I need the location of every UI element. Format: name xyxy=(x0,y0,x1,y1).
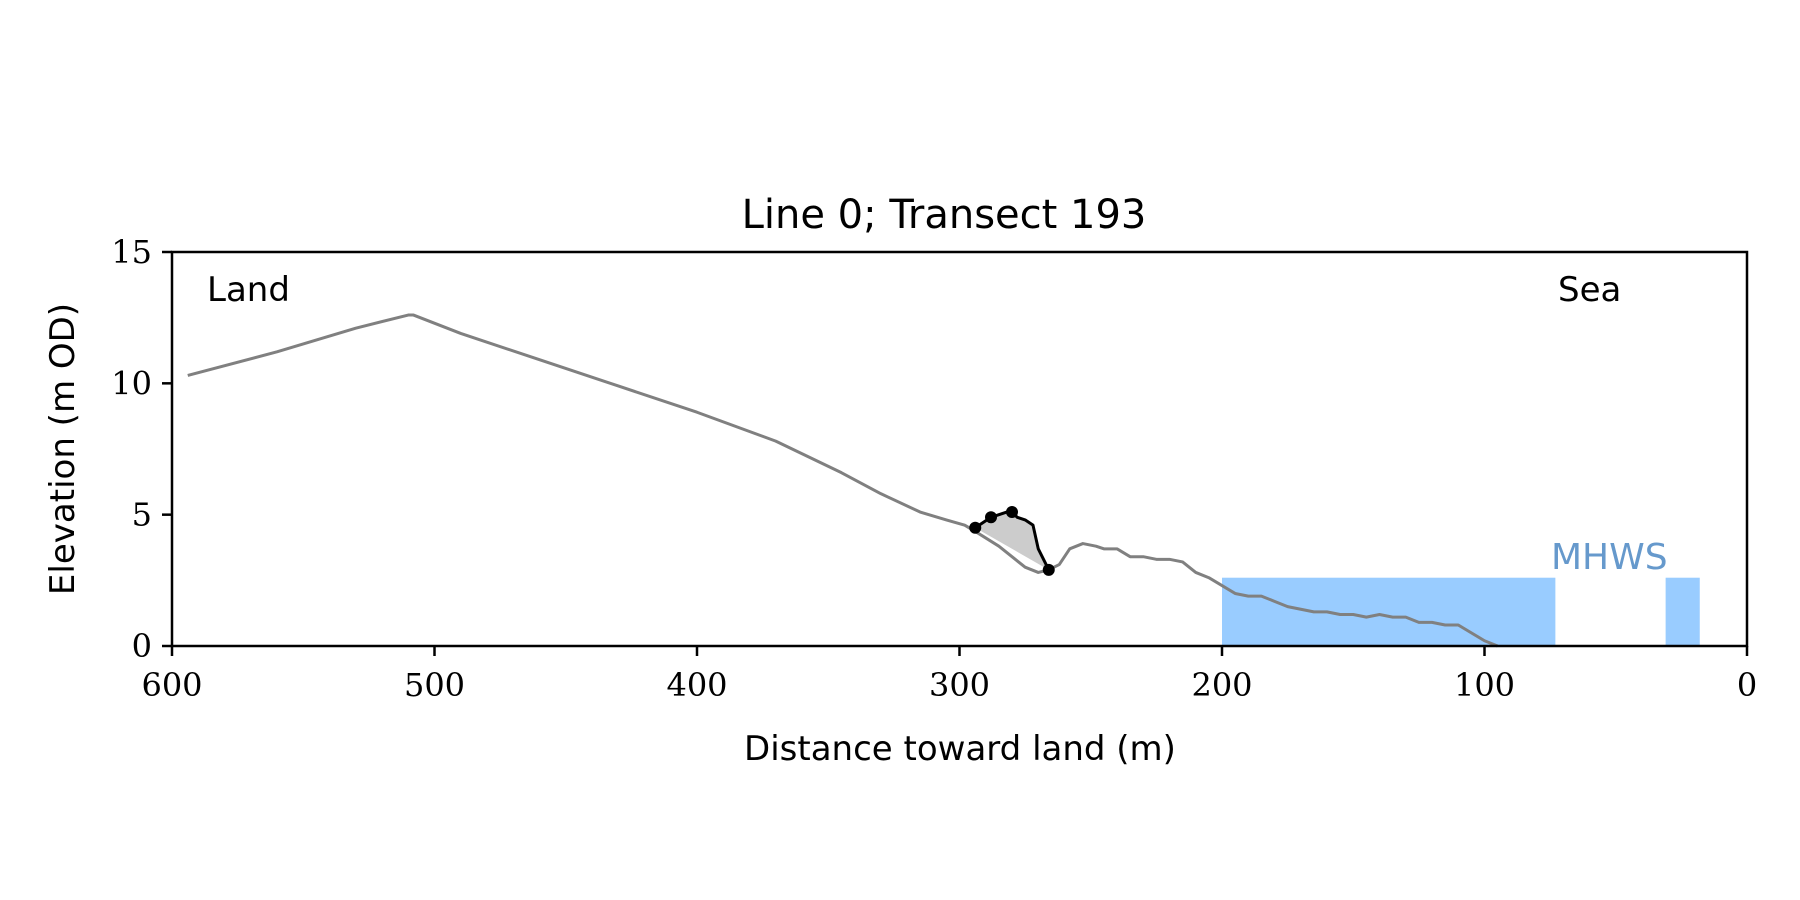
water-region-1 xyxy=(1665,577,1700,646)
y-tick-label: 0 xyxy=(132,627,152,665)
x-tick-label: 500 xyxy=(404,666,465,704)
profile-line xyxy=(187,313,1499,648)
x-tick-label: 200 xyxy=(1191,666,1252,704)
water-regions xyxy=(1222,577,1700,646)
x-axis-label: Distance toward land (m) xyxy=(744,729,1176,769)
y-tick-label: 5 xyxy=(132,496,152,534)
x-tick-label: 400 xyxy=(666,666,727,704)
feature-shaded-area xyxy=(975,512,1049,570)
y-axis-label: Elevation (m OD) xyxy=(43,303,83,595)
y-axis-ticks: 0 5 10 15 xyxy=(111,233,172,665)
x-tick-label: 100 xyxy=(1454,666,1515,704)
x-tick-label: 0 xyxy=(1737,666,1757,704)
feature-point xyxy=(1042,563,1055,576)
feature-layer xyxy=(969,506,1055,576)
feature-point xyxy=(1006,506,1018,519)
sea-label: Sea xyxy=(1558,270,1621,310)
feature-fill-layer xyxy=(975,512,1049,570)
y-tick-label: 15 xyxy=(111,233,152,271)
profile-layer xyxy=(187,313,1499,648)
water-region-0 xyxy=(1222,577,1556,646)
x-tick-label: 300 xyxy=(929,666,990,704)
y-tick-label: 10 xyxy=(111,364,152,402)
feature-point xyxy=(985,511,997,524)
feature-point xyxy=(969,521,982,534)
x-tick-label: 600 xyxy=(141,666,202,704)
x-axis-ticks: 600 500 400 300 200 100 0 xyxy=(141,646,1757,704)
land-label: Land xyxy=(207,270,290,310)
chart-title: Line 0; Transect 193 xyxy=(742,192,1147,238)
mhws-label: MHWS xyxy=(1551,537,1668,578)
